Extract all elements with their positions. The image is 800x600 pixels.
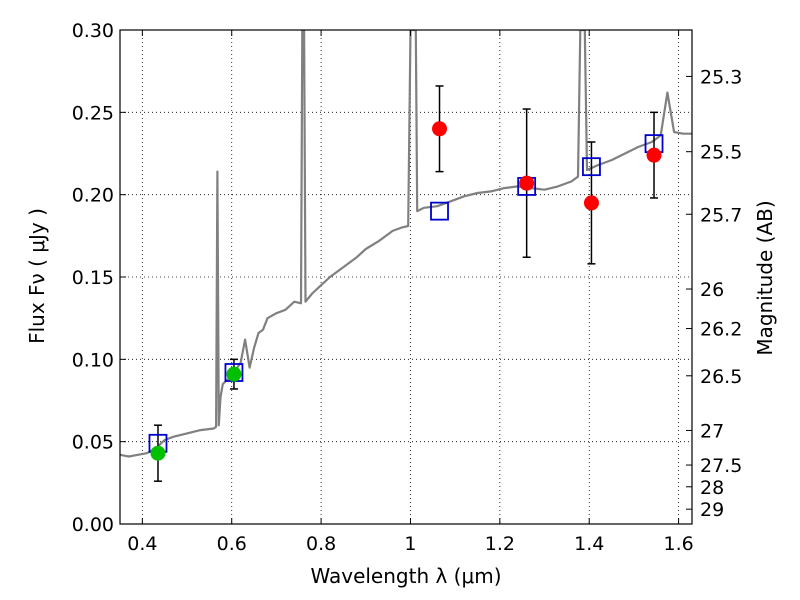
observed-photometry: [150, 121, 662, 461]
y-tick-label: 0.00: [72, 514, 114, 536]
y2-tick-label: 26.5: [700, 366, 742, 388]
model-spectrum: [120, 30, 692, 458]
y-axis-label: Flux Fν ( μJy ): [25, 208, 49, 344]
observed-point: [226, 366, 242, 382]
model-spectrum-line: [120, 30, 692, 458]
observed-point: [646, 147, 662, 163]
y-tick-label: 0.25: [72, 102, 114, 124]
y-tick-label: 0.10: [72, 349, 114, 371]
y2-tick-label: 26.2: [700, 319, 742, 341]
model-photometry: [148, 134, 664, 453]
y2-tick-label: 28: [700, 477, 724, 499]
observed-point: [583, 195, 599, 211]
y-tick-label: 0.30: [72, 20, 114, 42]
y2-tick-label: 27.5: [700, 455, 742, 477]
observed-point: [150, 445, 166, 461]
x-tick-label: 0.8: [306, 533, 336, 555]
y2-tick-label: 26: [700, 279, 724, 301]
y2-tick-label: 25.5: [700, 142, 742, 164]
y2-tick-label: 25.3: [700, 66, 742, 88]
y2-tick-label: 29: [700, 499, 724, 521]
y2-axis-label: Magnitude (AB): [753, 200, 777, 355]
observed-point: [519, 175, 535, 191]
model-photometry-box: [430, 201, 449, 221]
y-tick-label: 0.20: [72, 185, 114, 207]
x-tick-label: 1.6: [663, 533, 693, 555]
y-axis-ticks: 0.00 0.05 0.10 0.15 0.20 0.25 0.30: [72, 20, 126, 536]
grid-lines: [120, 29, 692, 525]
error-bars: [153, 85, 659, 482]
x-tick-label: 1: [404, 533, 416, 555]
y2-tick-label: 25.7: [700, 204, 742, 226]
x-axis-label: Wavelength λ (μm): [310, 564, 501, 588]
x-tick-label: 0.6: [217, 533, 247, 555]
x-axis-ticks: 0.4 0.6 0.8 1 1.2 1.4 1.6: [127, 30, 694, 555]
observed-point: [432, 121, 448, 137]
y-tick-label: 0.15: [72, 267, 114, 289]
y-tick-label: 0.05: [72, 432, 114, 454]
x-tick-label: 0.4: [127, 533, 157, 555]
x-tick-label: 1.4: [574, 533, 604, 555]
y2-tick-label: 27: [700, 420, 724, 442]
model-photometry-box: [582, 157, 601, 177]
x-tick-label: 1.2: [485, 533, 515, 555]
plot-frame: [119, 29, 693, 525]
